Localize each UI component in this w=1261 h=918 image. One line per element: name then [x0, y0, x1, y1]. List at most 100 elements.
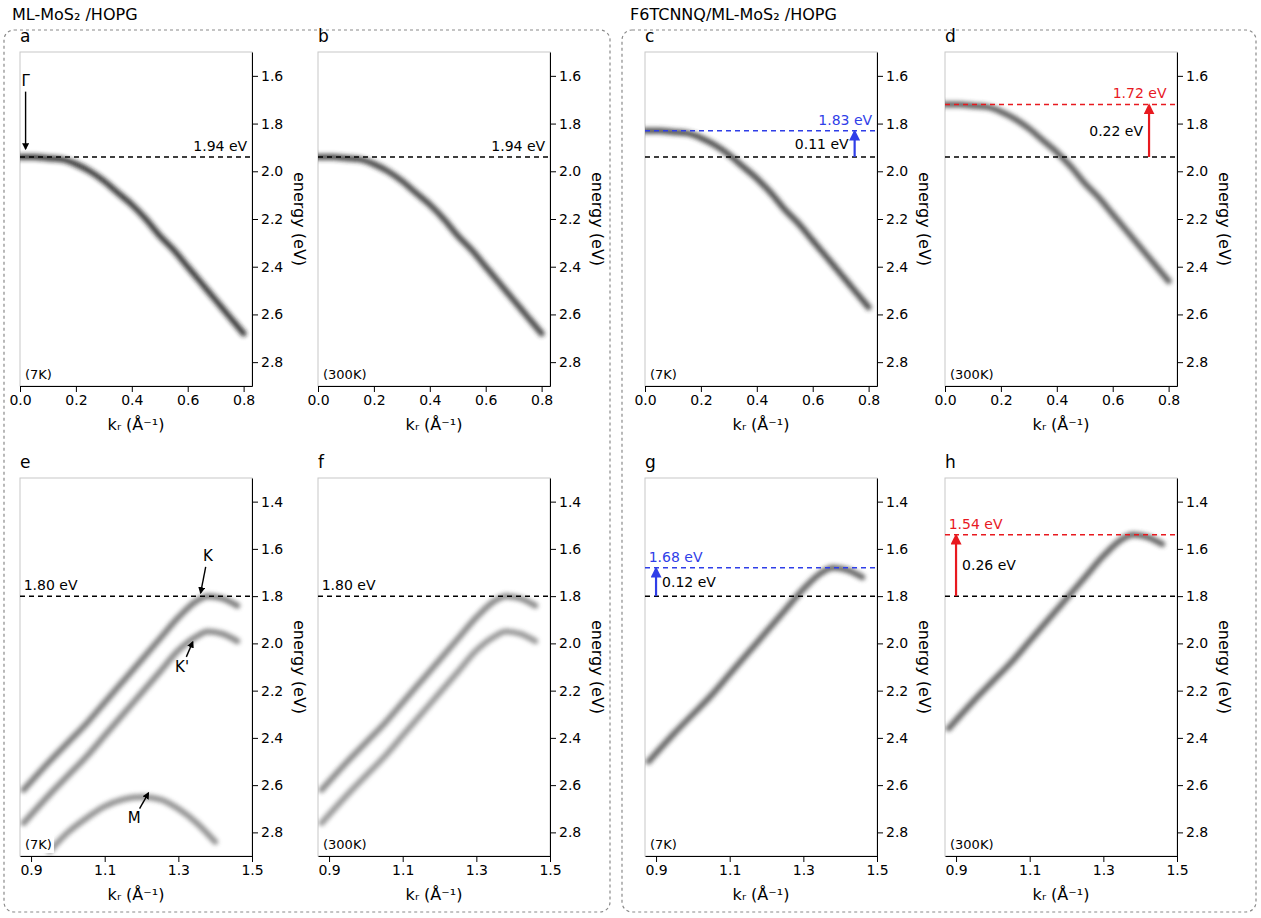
x-tick: 0.9	[318, 856, 340, 878]
x-tick-label: 1.1	[1019, 862, 1041, 878]
y-tick: 2.8	[877, 824, 908, 840]
y-tick: 2.4	[877, 259, 908, 275]
y-tick-label: 1.6	[559, 541, 581, 557]
y-tick-label: 2.6	[261, 777, 283, 793]
y-tick-label: 2.8	[261, 354, 283, 370]
plot-area	[318, 596, 550, 823]
x-axis: 0.00.20.40.60.8	[307, 386, 553, 408]
y-tick: 2.6	[252, 306, 283, 322]
x-axis-title: kᵣ (Å⁻¹)	[108, 885, 165, 904]
y-tick-label: 1.4	[1186, 494, 1208, 510]
panel-letter: a	[20, 26, 30, 46]
y-tick-mark	[252, 502, 258, 503]
y-tick-label: 2.2	[1186, 683, 1208, 699]
y-tick: 2.0	[252, 635, 283, 651]
y-tick-mark	[252, 362, 258, 363]
panel-labels: 1.80 eV(300K)	[321, 577, 376, 853]
x-tick: 0.4	[746, 386, 768, 408]
y-tick: 2.2	[1177, 683, 1208, 699]
x-tick: 1.1	[392, 856, 414, 878]
x-tick: 0.9	[645, 856, 667, 878]
y-tick: 2.2	[252, 211, 283, 227]
y-tick-label: 2.4	[1186, 730, 1208, 746]
y-axis-line	[252, 479, 253, 857]
y-tick: 1.8	[877, 588, 908, 604]
y-tick-label: 2.8	[1186, 354, 1208, 370]
x-axis: 0.00.20.40.60.8	[634, 386, 880, 408]
reference-line	[645, 595, 877, 597]
y-tick-mark	[1177, 596, 1183, 597]
y-tick: 2.4	[550, 730, 581, 746]
y-tick: 2.6	[252, 777, 283, 793]
y-tick: 1.6	[550, 541, 581, 557]
y-tick-label: 1.8	[261, 116, 283, 132]
y-tick-label: 1.6	[1186, 68, 1208, 84]
y-tick-mark	[877, 76, 883, 77]
x-tick-label: 1.3	[168, 862, 190, 878]
y-tick: 2.2	[877, 683, 908, 699]
reference-line	[645, 567, 877, 569]
y-tick-mark	[550, 502, 556, 503]
y-tick-mark	[877, 643, 883, 644]
panel-labels: 1.72 eV0.22 eV(300K)	[948, 85, 1167, 383]
reference-label: 1.83 eV	[818, 112, 872, 128]
y-tick-mark	[877, 362, 883, 363]
y-axis: 1.61.82.02.22.42.62.8	[1177, 53, 1208, 387]
x-tick: 0.0	[9, 386, 31, 408]
y-tick-mark	[550, 785, 556, 786]
note-patch	[23, 366, 54, 383]
y-tick-label: 2.6	[1186, 777, 1208, 793]
y-tick-mark	[877, 596, 883, 597]
y-tick: 2.8	[1177, 824, 1208, 840]
reference-line	[645, 130, 877, 132]
note-patch	[948, 366, 995, 383]
x-tick-label: 1.1	[719, 862, 741, 878]
x-axis-title: kᵣ (Å⁻¹)	[1033, 415, 1090, 434]
y-tick-label: 2.2	[559, 211, 581, 227]
y-tick: 2.0	[877, 163, 908, 179]
panel: 1.72 eV0.22 eV(300K)0.00.20.40.60.8kᵣ (Å…	[934, 26, 1234, 434]
y-tick: 1.6	[252, 68, 283, 84]
y-tick: 1.4	[252, 494, 283, 510]
y-tick-label: 1.4	[559, 494, 581, 510]
x-tick-label: 1.5	[866, 862, 888, 878]
band-line	[20, 157, 244, 334]
y-tick-mark	[1177, 738, 1183, 739]
reference-line	[318, 156, 550, 158]
band-line	[322, 632, 536, 823]
y-tick-label: 2.0	[559, 635, 581, 651]
reference-line	[20, 156, 252, 158]
y-tick-label: 1.4	[261, 494, 283, 510]
y-axis-line	[877, 479, 878, 857]
x-axis-line	[946, 856, 1178, 857]
y-tick-label: 1.6	[1186, 541, 1208, 557]
y-tick-label: 1.8	[559, 116, 581, 132]
x-tick-label: 0.4	[419, 392, 441, 408]
reference-label: 1.72 eV	[1113, 85, 1167, 101]
x-tick: 1.3	[793, 856, 815, 878]
y-axis-title: energy (eV)	[915, 620, 934, 714]
shift-label: 0.12 eV	[662, 574, 716, 590]
panel-labels: 1.54 eV0.26 eV(300K)	[948, 516, 1016, 853]
plot-frame	[20, 478, 252, 856]
y-tick: 2.6	[550, 777, 581, 793]
shift-arrow	[1148, 105, 1150, 156]
y-tick: 1.8	[252, 588, 283, 604]
band-line	[945, 104, 1169, 281]
y-tick-mark	[877, 549, 883, 550]
panel-letter: g	[645, 452, 656, 472]
x-tick-label: 0.6	[802, 392, 824, 408]
y-tick-label: 2.0	[261, 635, 283, 651]
x-axis: 0.9 1.1 1.3 1.5	[645, 856, 888, 878]
annotation-arrow	[25, 92, 26, 149]
y-axis-title: energy (eV)	[290, 172, 309, 266]
plot-area	[645, 131, 877, 308]
temperature-note: (7K)	[25, 367, 52, 382]
band-line	[24, 596, 238, 790]
y-tick-mark	[550, 738, 556, 739]
plot-frame	[645, 478, 877, 856]
y-tick-label: 1.8	[886, 116, 908, 132]
y-tick-label: 2.2	[559, 683, 581, 699]
x-tick: 1.1	[1019, 856, 1041, 878]
y-axis: 1.41.61.82.02.22.42.62.8	[550, 479, 581, 857]
